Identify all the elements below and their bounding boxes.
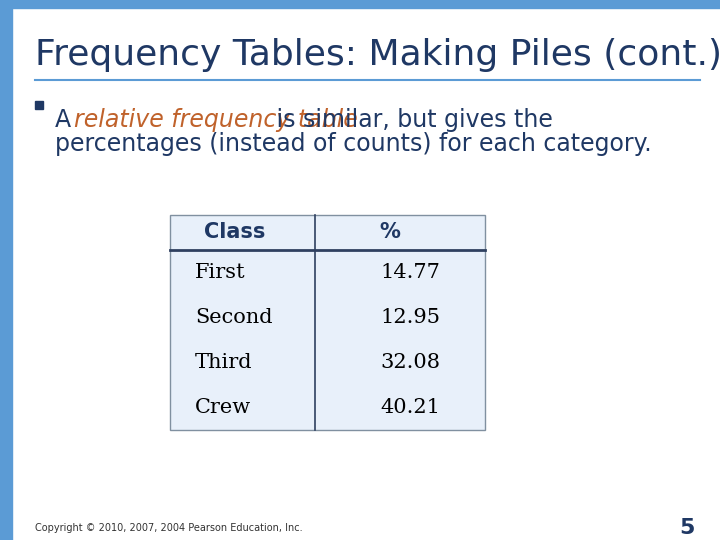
Text: Class: Class [204, 222, 266, 242]
Text: Third: Third [195, 353, 253, 372]
Text: Copyright © 2010, 2007, 2004 Pearson Education, Inc.: Copyright © 2010, 2007, 2004 Pearson Edu… [35, 523, 302, 533]
Text: 40.21: 40.21 [380, 398, 440, 417]
Text: %: % [379, 222, 400, 242]
Bar [0, 0, 12, 540]
Text: is similar, but gives the: is similar, but gives the [269, 108, 553, 132]
Text: Second: Second [195, 308, 272, 327]
Text: relative frequency table: relative frequency table [74, 108, 358, 132]
Text: First: First [195, 263, 246, 282]
Bar [170, 215, 485, 430]
Text: 12.95: 12.95 [380, 308, 440, 327]
Text: 14.77: 14.77 [380, 263, 440, 282]
Text: 32.08: 32.08 [380, 353, 440, 372]
Text: percentages (instead of counts) for each category.: percentages (instead of counts) for each… [55, 132, 652, 156]
Bar [0, 0, 720, 8]
Text: Frequency Tables: Making Piles (cont.): Frequency Tables: Making Piles (cont.) [35, 38, 720, 72]
Text: A: A [55, 108, 78, 132]
Text: 5: 5 [680, 518, 695, 538]
Bar [35, 101, 43, 109]
Text: Crew: Crew [195, 398, 251, 417]
